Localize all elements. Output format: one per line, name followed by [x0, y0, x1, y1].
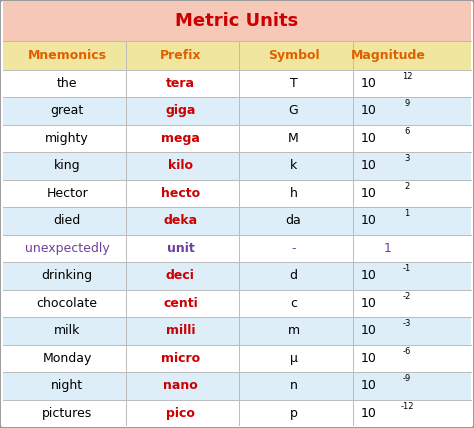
Text: 10: 10 — [361, 297, 377, 310]
Text: 10: 10 — [361, 214, 377, 227]
Text: 10: 10 — [361, 269, 377, 282]
Text: Mnemonics: Mnemonics — [27, 49, 107, 62]
Text: died: died — [54, 214, 81, 227]
Text: deka: deka — [164, 214, 198, 227]
Text: centi: centi — [163, 297, 198, 310]
Text: giga: giga — [165, 104, 196, 117]
Text: -3: -3 — [402, 319, 411, 328]
Text: mighty: mighty — [46, 132, 89, 145]
Bar — [3, 207, 471, 235]
Text: great: great — [51, 104, 84, 117]
Text: 1: 1 — [404, 209, 410, 218]
Text: 2: 2 — [404, 182, 410, 191]
Bar — [3, 345, 471, 372]
Text: 10: 10 — [361, 352, 377, 365]
Text: μ: μ — [290, 352, 298, 365]
Text: d: d — [290, 269, 298, 282]
Text: pico: pico — [166, 407, 195, 420]
Text: drinking: drinking — [42, 269, 93, 282]
Text: 10: 10 — [361, 187, 377, 200]
Text: 10: 10 — [361, 77, 377, 90]
Bar — [3, 152, 471, 180]
Bar — [3, 317, 471, 345]
Text: Hector: Hector — [46, 187, 88, 200]
Text: -: - — [292, 242, 296, 255]
Text: Metric Units: Metric Units — [175, 12, 299, 30]
Text: milk: milk — [54, 324, 80, 337]
Text: m: m — [288, 324, 300, 337]
Text: 10: 10 — [361, 379, 377, 392]
Text: 3: 3 — [404, 155, 410, 163]
Text: hecto: hecto — [161, 187, 200, 200]
Text: nano: nano — [163, 379, 198, 392]
Bar — [3, 372, 471, 399]
Text: Symbol: Symbol — [268, 49, 319, 62]
Bar — [3, 180, 471, 207]
Text: p: p — [290, 407, 298, 420]
Bar — [3, 125, 471, 152]
Text: 10: 10 — [361, 407, 377, 420]
Text: da: da — [286, 214, 301, 227]
Text: the: the — [57, 77, 77, 90]
Text: c: c — [290, 297, 297, 310]
Text: -12: -12 — [400, 402, 414, 411]
Text: Magnitude: Magnitude — [351, 49, 425, 62]
Text: 10: 10 — [361, 159, 377, 172]
Text: T: T — [290, 77, 298, 90]
Bar — [3, 1, 471, 41]
Text: 10: 10 — [361, 132, 377, 145]
Text: micro: micro — [161, 352, 200, 365]
Text: -6: -6 — [402, 347, 411, 356]
Bar — [3, 289, 471, 317]
Text: 6: 6 — [404, 127, 410, 136]
Text: 1: 1 — [384, 242, 392, 255]
Text: -9: -9 — [403, 374, 411, 383]
Text: 12: 12 — [401, 72, 412, 81]
Text: Prefix: Prefix — [160, 49, 201, 62]
Text: -2: -2 — [403, 292, 411, 301]
Text: -1: -1 — [403, 265, 411, 273]
Bar — [3, 41, 471, 70]
Text: night: night — [51, 379, 83, 392]
Text: kilo: kilo — [168, 159, 193, 172]
Text: G: G — [289, 104, 299, 117]
Text: tera: tera — [166, 77, 195, 90]
Bar — [3, 235, 471, 262]
Text: n: n — [290, 379, 298, 392]
Text: unexpectedly: unexpectedly — [25, 242, 109, 255]
Text: 10: 10 — [361, 104, 377, 117]
Text: deci: deci — [166, 269, 195, 282]
Text: Monday: Monday — [43, 352, 92, 365]
Bar — [3, 262, 471, 289]
Text: pictures: pictures — [42, 407, 92, 420]
Bar — [3, 399, 471, 427]
Text: 9: 9 — [404, 99, 410, 108]
Text: h: h — [290, 187, 298, 200]
Text: M: M — [288, 132, 299, 145]
Text: chocolate: chocolate — [36, 297, 98, 310]
Text: king: king — [54, 159, 81, 172]
Text: mega: mega — [161, 132, 200, 145]
Text: 10: 10 — [361, 324, 377, 337]
Text: unit: unit — [166, 242, 194, 255]
Text: k: k — [290, 159, 297, 172]
Bar — [3, 97, 471, 125]
Bar — [3, 70, 471, 97]
Text: milli: milli — [165, 324, 195, 337]
